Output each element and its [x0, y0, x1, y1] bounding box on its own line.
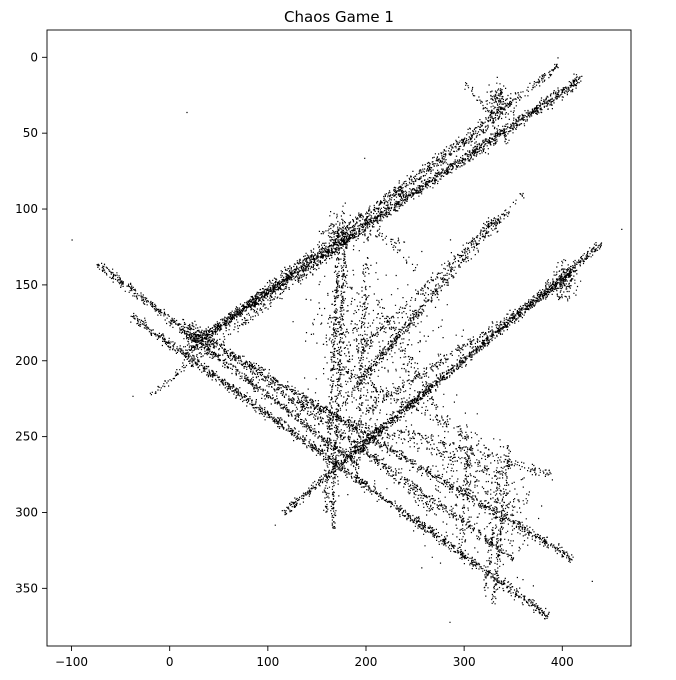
scatter-point-cloud [71, 57, 623, 623]
x-tick-label: −100 [55, 655, 88, 669]
y-tick-label: 150 [15, 278, 38, 292]
y-tick-label: 300 [15, 505, 38, 519]
x-tick-label: 100 [256, 655, 279, 669]
x-tick-label: 300 [453, 655, 476, 669]
x-tick-label: 0 [166, 655, 174, 669]
y-tick-label: 0 [30, 50, 38, 64]
x-tick-label: 400 [551, 655, 574, 669]
scatter-points [71, 57, 623, 623]
y-tick-label: 200 [15, 354, 38, 368]
x-tick-label: 200 [355, 655, 378, 669]
plot-frame [46, 29, 632, 647]
y-tick-label: 250 [15, 430, 38, 444]
x-axis: −100 0 100 200 300 400 [55, 646, 574, 669]
y-tick-label: 50 [23, 126, 38, 140]
chart-title: Chaos Game 1 [284, 8, 394, 26]
y-axis: 0 50 100 150 200 250 300 350 [15, 50, 47, 595]
y-tick-label: 350 [15, 581, 38, 595]
y-tick-label: 100 [15, 202, 38, 216]
